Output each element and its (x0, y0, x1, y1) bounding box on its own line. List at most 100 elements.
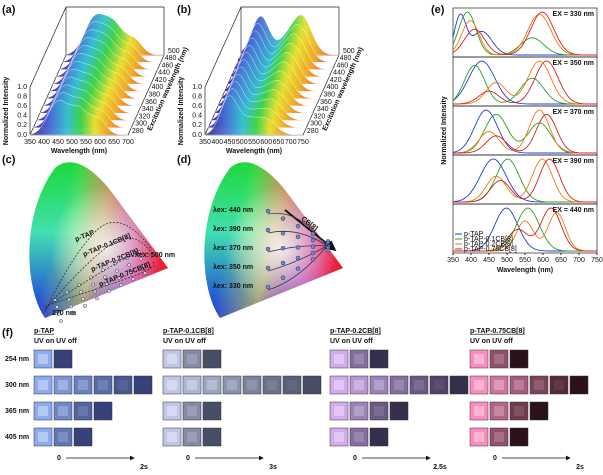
y-tick-label: 0.4 (192, 113, 202, 120)
trajectory (44, 261, 155, 307)
legend-label: p-TAP-0.1CB[8] (464, 236, 513, 243)
subplot-title: EX = 350 nm (553, 60, 594, 67)
x-tick-label: 350 (199, 139, 211, 146)
sample-photo (529, 375, 549, 395)
trajectory-point (117, 276, 121, 280)
sample-photo-center (207, 380, 217, 390)
trajectory-point (310, 244, 316, 249)
excitation-label: λex: 370 nm (213, 244, 253, 252)
time-start: 0 (353, 455, 357, 462)
spectrum-slice (29, 100, 128, 136)
sample-photo-center (58, 432, 68, 442)
sample-photo-center (474, 354, 484, 364)
sample-photo-center (474, 380, 484, 390)
sample-photo (53, 349, 73, 369)
time-start: 0 (493, 455, 497, 462)
y-tick-label: 0.4 (17, 113, 27, 120)
sample-photo-center (494, 432, 504, 442)
time-start: 0 (186, 455, 190, 462)
sample-photo (369, 401, 389, 421)
y-tick-label: 0.0 (17, 132, 27, 139)
x-tick-label: 650 (273, 139, 285, 146)
sample-photo (53, 427, 73, 447)
trajectory-point (295, 234, 301, 240)
sample-photo (329, 349, 349, 369)
x-tick-label: 500 (236, 139, 248, 146)
y-tick-label: 0.6 (192, 103, 202, 110)
z-tick-label: 300 (135, 121, 147, 128)
sample-photo-center (187, 354, 197, 364)
spectrum (452, 11, 597, 56)
sample-photo-center (334, 354, 344, 364)
sample-photo (53, 375, 73, 395)
sample-photo (202, 427, 222, 447)
z-tick-label: 460 (336, 62, 348, 69)
sample-photo (222, 375, 242, 395)
sample-photo-center (474, 432, 484, 442)
z-tick-label: 380 (323, 91, 335, 98)
trajectory-point (103, 275, 107, 279)
trajectory-point (137, 250, 141, 254)
sample-photo-center (38, 406, 48, 416)
sample-photo (389, 375, 409, 395)
sample-photo-center (187, 380, 197, 390)
trajectory-point (280, 231, 286, 236)
sample-photo (93, 401, 113, 421)
sample-photo-center (58, 406, 68, 416)
x-tick-label: 600 (94, 139, 106, 146)
y-tick-label: 0.0 (192, 132, 202, 139)
sample-photo-center (118, 380, 128, 390)
sample-photo (369, 427, 389, 447)
y-tick-label: 1.0 (17, 84, 27, 91)
trajectory-point (69, 304, 73, 309)
trajectory-point (295, 255, 301, 261)
sample-photo-center (187, 432, 197, 442)
spectrum (453, 60, 597, 105)
x-tick-label: 400 (38, 139, 50, 146)
sample-photo (389, 401, 409, 421)
x-tick-label: 600 (537, 257, 549, 264)
x-tick-label: 600 (260, 139, 272, 146)
sample-photo-center (187, 406, 197, 416)
y-tick-label: 1.0 (192, 84, 202, 91)
trajectory-point (107, 289, 111, 293)
trajectory-point (139, 257, 143, 261)
x-tick-label: 550 (80, 139, 92, 146)
sample-photo (162, 349, 182, 369)
subplot-title: EX = 440 nm (553, 207, 594, 214)
trajectory-point (265, 227, 271, 233)
group-name: p-TAP-0.1CB[8] (163, 328, 214, 335)
trajectory-point (95, 296, 99, 301)
sample-photo (202, 375, 222, 395)
trajectory-point (310, 237, 316, 243)
sample-photo-center (354, 380, 364, 390)
z-tick-label: 340 (317, 106, 329, 113)
row-label: 365 nm (5, 408, 29, 415)
trajectory-point (91, 282, 95, 287)
subplot-title: EX = 370 nm (553, 109, 594, 116)
trajectory-point (143, 271, 147, 275)
y-tick-label: 0.2 (17, 122, 27, 129)
sample-photo-center (287, 380, 297, 390)
spectrum (452, 113, 597, 154)
time-end: 2.5s (433, 464, 447, 471)
time-end: 3s (269, 464, 277, 471)
sample-photo (449, 375, 469, 395)
panel-f: (f) 254 nm 300 nm 365 nm 405 nm p-TAP UV on UV… (2, 327, 589, 471)
sample-photo-center (494, 406, 504, 416)
sample-photo-center (38, 380, 48, 390)
sample-photo (409, 375, 429, 395)
trajectory-point (325, 247, 331, 253)
sample-photo (329, 375, 349, 395)
sample-photo (489, 427, 509, 447)
cie-diagram (29, 162, 168, 318)
z-tick-label: 500 (343, 48, 355, 55)
spectrum (452, 13, 597, 56)
sample-photo-center (167, 380, 177, 390)
excitation-label: λex: 440 nm (213, 206, 253, 214)
sample-photo (33, 349, 53, 369)
z-tick-label: 340 (142, 106, 154, 113)
trajectory-point (265, 208, 271, 214)
sample-photo-center (167, 432, 177, 442)
